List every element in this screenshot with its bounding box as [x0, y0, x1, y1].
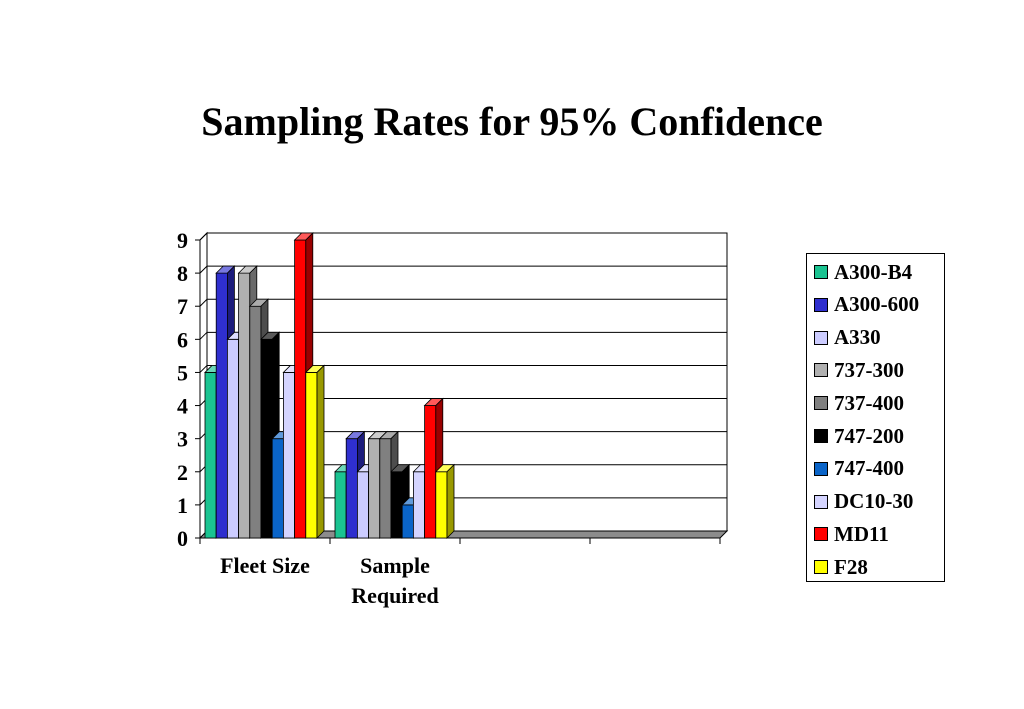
legend-swatch — [814, 527, 828, 542]
bar-A330-1 — [356, 471, 369, 539]
legend-label: A300-B4 — [834, 259, 913, 284]
bar-A300-B4-1 — [334, 471, 347, 539]
gridline-8 — [199, 265, 727, 274]
legend-item: 737-300 — [814, 358, 904, 382]
bar-F28-0 — [305, 372, 318, 539]
y-tick-label: 9 — [177, 228, 188, 253]
bar-DC10-30-1 — [412, 471, 425, 539]
legend-label: F28 — [834, 554, 868, 579]
bar-A300-600-1 — [345, 438, 358, 539]
bar-side-F28-0 — [316, 364, 325, 539]
bar-737-300-0 — [238, 272, 251, 539]
legend-label: A300-600 — [834, 292, 920, 317]
bar-side-F28-1 — [446, 463, 455, 539]
y-tick-label: 7 — [177, 294, 188, 319]
legend-item: A300-B4 — [814, 260, 912, 284]
legend-swatch — [814, 297, 828, 312]
legend-label: A330 — [834, 325, 881, 350]
legend-swatch — [814, 330, 828, 345]
gridline-6 — [199, 331, 727, 340]
x-tick-label: Sample — [360, 553, 430, 578]
legend-label: 737-300 — [834, 357, 904, 382]
legend-swatch — [814, 494, 828, 509]
bar-737-400-1 — [379, 438, 392, 539]
chart-legend: A300-B4 A300-600 A330 737-300 737-400 747-200… — [806, 253, 945, 582]
legend-swatch — [814, 429, 828, 443]
legend-item: A300-600 — [814, 292, 920, 317]
bar-737-400-0 — [249, 305, 262, 539]
x-tick-label: Required — [351, 583, 439, 608]
chart-title: Sampling Rates for 95% Confidence — [201, 99, 823, 144]
legend-item: 747-200 — [814, 424, 904, 448]
bar-MD11-1 — [424, 405, 437, 539]
legend-label: 737-400 — [834, 390, 904, 415]
gridline-5 — [199, 364, 727, 373]
legend-label: DC10-30 — [834, 489, 914, 514]
y-tick-label: 0 — [177, 526, 188, 551]
y-tick-label: 6 — [177, 327, 188, 352]
legend-item: F28 — [814, 555, 868, 579]
legend-item: A330 — [814, 325, 881, 350]
y-tick-label: 3 — [177, 427, 188, 452]
legend-label: MD11 — [834, 521, 889, 546]
legend-swatch — [814, 363, 828, 378]
bar-DC10-30-0 — [282, 372, 295, 539]
x-tick-label: Fleet Size — [220, 553, 310, 578]
bar-747-400-1 — [401, 504, 414, 539]
legend-item: DC10-30 — [814, 489, 914, 514]
legend-item: MD11 — [814, 522, 889, 546]
gridline-7 — [199, 298, 727, 307]
y-tick-label: 2 — [177, 460, 188, 485]
legend-swatch — [814, 396, 828, 411]
bar-A300-600-0 — [215, 272, 228, 539]
legend-swatch — [814, 461, 828, 476]
legend-swatch — [814, 265, 828, 279]
bar-747-200-0 — [260, 338, 273, 539]
bar-A330-0 — [226, 338, 239, 539]
bar-747-200-1 — [390, 471, 403, 539]
legend-label: 747-400 — [834, 456, 904, 481]
legend-item: 737-400 — [814, 391, 904, 415]
bar-747-400-0 — [271, 438, 284, 539]
bar-MD11-0 — [294, 239, 307, 539]
y-tick-label: 8 — [177, 261, 188, 286]
gridline-9 — [199, 232, 727, 241]
y-tick-label: 1 — [177, 493, 188, 518]
y-tick-label: 5 — [177, 360, 188, 385]
y-tick-label: 4 — [177, 394, 188, 419]
legend-label: 747-200 — [834, 423, 904, 448]
bar-A300-B4-0 — [204, 372, 217, 539]
bar-737-300-1 — [368, 438, 381, 539]
bar-F28-1 — [435, 471, 448, 539]
legend-item: 747-400 — [814, 456, 904, 481]
legend-swatch — [814, 560, 828, 575]
